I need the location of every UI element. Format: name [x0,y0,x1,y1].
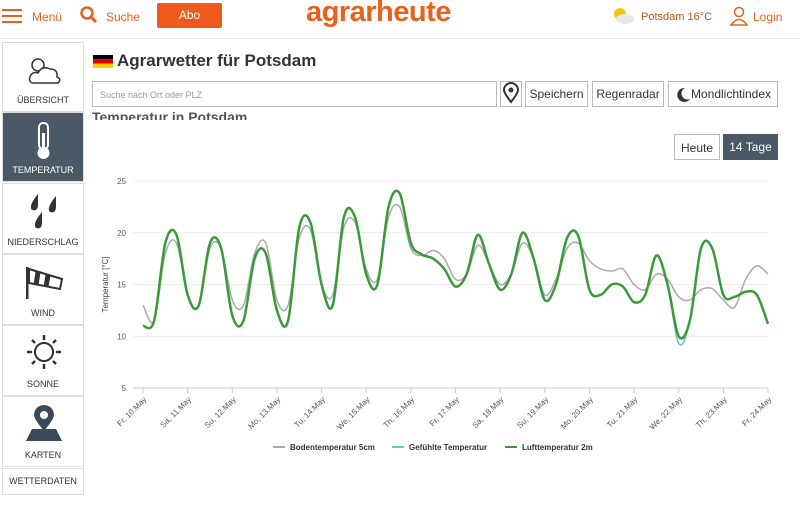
legend-label: Gefühlte Temperatur [409,443,487,452]
nav-label: NIEDERSCHLAG [7,237,79,247]
moon-label: Mondlichtindex [690,87,772,101]
nav-label: WIND [31,308,55,318]
x-tick-label: Th, 16.May [382,395,417,430]
weather-icon [614,8,634,24]
range-button[interactable]: Heute [674,134,720,160]
y-axis-label: Temperatur [°C] [101,256,110,312]
x-tick-label: Mo, 13.May [246,395,282,431]
legend-label: Bodentemperatur 5cm [290,443,375,452]
login[interactable]: Login [753,10,783,24]
save-button[interactable]: Speichern [525,81,588,107]
y-tick-label: 5 [122,384,127,393]
nav-icon [27,335,61,369]
x-tick-label: Fr, 10.May [115,395,148,428]
moon-button[interactable]: Mondlichtindex [668,81,778,107]
series-line [142,189,770,340]
series-line [142,203,769,324]
page-title: Agrarwetter für Potsdam [117,51,317,70]
search-input[interactable]: Suche nach Ort oder PLZ [92,81,497,107]
menu-icon[interactable] [2,8,22,24]
login-icon[interactable] [730,6,748,26]
x-tick-label: Fr, 17.May [428,395,461,428]
nav-item[interactable]: NIEDERSCHLAG [2,183,84,254]
nav-item[interactable]: WETTERDATEN [2,468,84,495]
search-icon[interactable] [80,6,98,24]
nav-label: ÜBERSICHT [16,95,69,105]
location-button[interactable] [500,81,522,107]
logo[interactable]: agrarheute [306,0,451,28]
y-tick-label: 25 [117,177,126,186]
nav-icon [37,122,50,159]
x-tick-label: Mo, 20.May [559,395,595,431]
legend-label: Lufttemperatur 2m [522,443,593,452]
x-tick-label: Sa, 11.May [158,395,193,430]
nav-item[interactable]: WIND [2,254,84,325]
nav-item[interactable]: KARTEN [2,396,84,467]
y-tick-label: 10 [117,332,126,341]
nav-item[interactable]: ÜBERSICHT [2,42,84,112]
nav-label: SONNE [26,379,59,389]
x-tick-label: Sa, 18.May [471,395,506,430]
nav-icon [30,194,56,229]
y-tick-label: 15 [117,281,126,290]
nav-icon [26,267,64,299]
nav-icon [28,58,61,84]
nav-label: TEMPERATUR [12,165,74,175]
nav-label: WETTERDATEN [9,476,77,486]
nav-label: KARTEN [24,450,62,460]
x-tick-label: We, 22.May [648,395,684,431]
weather[interactable]: Potsdam 16°C [641,11,713,23]
header: Menü Suche Abo agrarheute Potsdam 16°C L… [0,0,800,39]
search[interactable]: Suche [106,10,141,24]
nav-item[interactable]: TEMPERATUR [2,112,84,182]
pin-icon [502,82,520,104]
section-title: Temperatur in Potsdam [92,109,248,120]
subscribe-button[interactable]: Abo [157,3,222,28]
radar-button[interactable]: Regenradar [592,81,664,107]
nav-icon [26,405,62,441]
x-tick-label: Su, 19.May [515,395,550,430]
x-tick-label: Tu, 21.May [605,395,639,429]
x-tick-label: Th, 23.May [694,395,729,430]
y-tick-label: 20 [117,229,126,238]
section-title-clip: Temperatur in Potsdam [92,108,392,120]
x-tick-label: Tu, 14.May [293,395,327,429]
x-tick-label: We, 15.May [335,395,371,431]
x-tick-label: Fr, 24.May [740,395,773,428]
menu[interactable]: Menü [32,10,63,24]
nav-item[interactable]: SONNE [2,325,84,396]
moon-icon [677,87,690,102]
x-tick-label: Su, 12.May [203,395,238,430]
range-button[interactable]: 14 Tage [723,134,778,160]
flag [93,55,113,68]
